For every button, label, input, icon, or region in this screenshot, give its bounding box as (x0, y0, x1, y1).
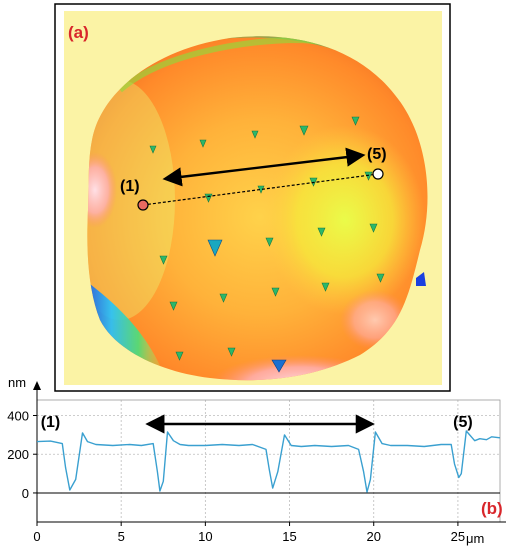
grid (36, 400, 500, 522)
marker-end-label: (5) (367, 146, 387, 163)
x-tick-label: 5 (118, 529, 125, 544)
tick-labels: 0 5 10 15 20 25 0 200 400 (7, 408, 465, 544)
annotations: (1) (5) (41, 414, 473, 434)
edge-defect (416, 272, 426, 286)
axes (33, 381, 506, 526)
x-tick-label: 15 (282, 529, 296, 544)
panel-a-label: (a) (68, 23, 89, 42)
series-line (36, 430, 501, 493)
profile-line (142, 173, 379, 206)
panel-b-profile-chart: 0 5 10 15 20 25 0 200 400 (1) (5) nm μm (b) (7, 375, 506, 546)
y-tick-label: 200 (7, 447, 29, 462)
y-tick-label: 400 (7, 408, 29, 423)
marker-end (372, 168, 384, 180)
marker-start-label: (1) (120, 178, 140, 195)
double-arrow-a (162, 147, 366, 187)
y-tick-label: 0 (22, 486, 29, 501)
profile-annotation: (5) (453, 414, 473, 431)
x-tick-label: 20 (366, 529, 380, 544)
x-tick-label: 10 (198, 529, 212, 544)
x-tick-label: 25 (451, 529, 465, 544)
marker-start (137, 199, 149, 211)
profile-annotation: (1) (41, 414, 61, 431)
x-axis-label: μm (466, 531, 484, 546)
y-axis-label: nm (8, 375, 26, 390)
panel-b-label: (b) (481, 499, 503, 518)
y-axis-arrowhead (33, 381, 41, 390)
panel-a-surface-map: (a) (1) (5) (54, 3, 451, 392)
series (36, 430, 501, 493)
x-tick-label: 0 (33, 529, 40, 544)
